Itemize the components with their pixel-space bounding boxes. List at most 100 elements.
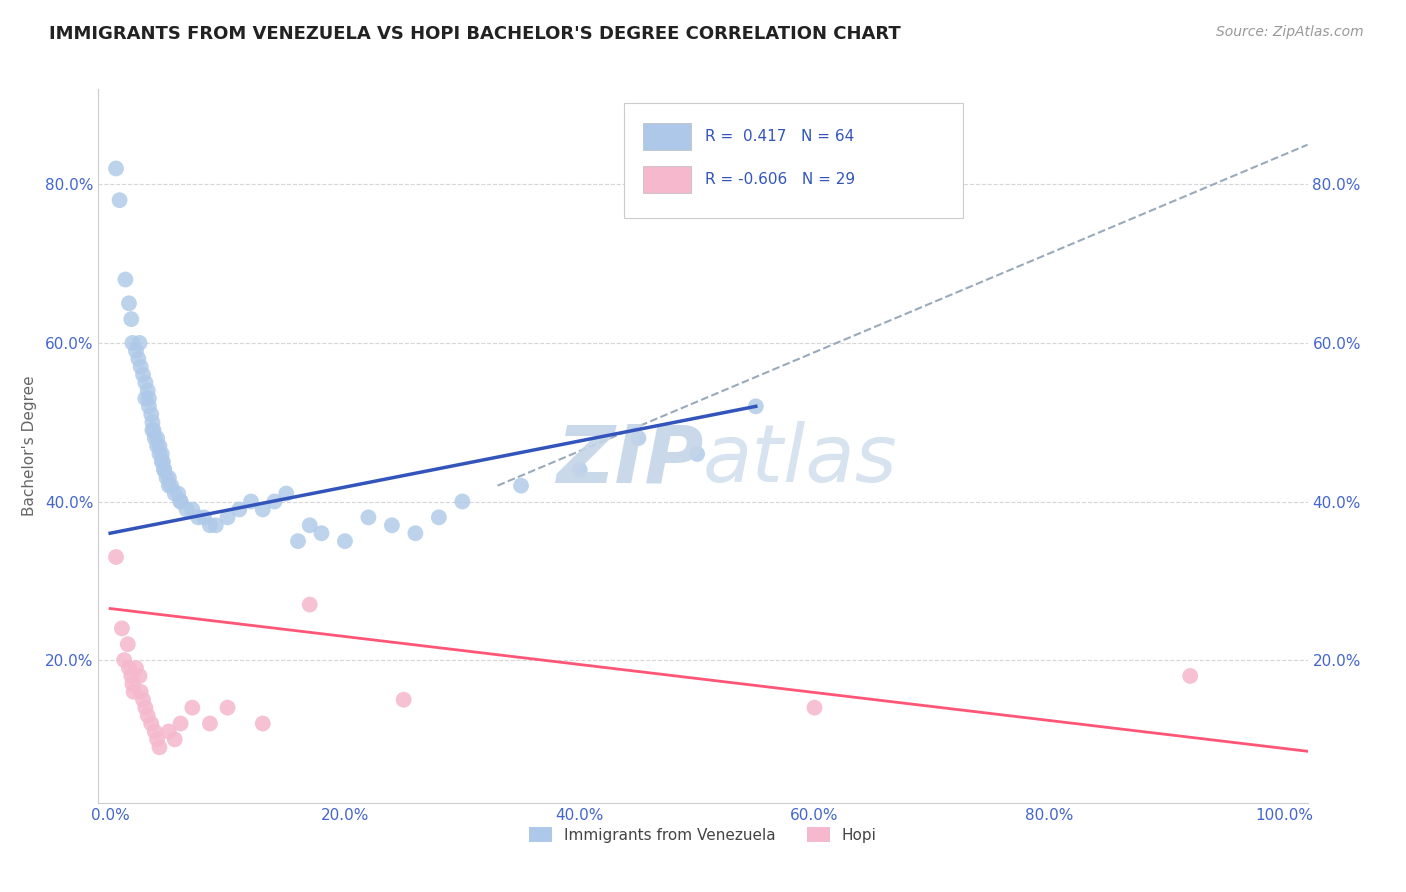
Point xyxy=(228,502,250,516)
Point xyxy=(142,423,165,437)
Point xyxy=(148,439,170,453)
Point xyxy=(1180,669,1202,683)
FancyBboxPatch shape xyxy=(624,103,963,218)
Point xyxy=(169,494,191,508)
Point xyxy=(111,621,134,635)
Point xyxy=(155,471,177,485)
Point xyxy=(146,732,169,747)
Point xyxy=(153,463,176,477)
Point xyxy=(127,351,149,366)
Point xyxy=(311,526,333,541)
Point xyxy=(181,502,204,516)
Point xyxy=(138,392,160,406)
Point xyxy=(121,677,143,691)
Point xyxy=(148,447,170,461)
Point xyxy=(125,343,148,358)
Point xyxy=(152,455,174,469)
Point xyxy=(157,478,180,492)
Point xyxy=(114,272,136,286)
Point xyxy=(263,494,285,508)
Text: R =  0.417   N = 64: R = 0.417 N = 64 xyxy=(706,128,855,144)
Point xyxy=(141,423,163,437)
Point xyxy=(141,415,163,429)
Point xyxy=(568,463,591,477)
Point xyxy=(217,700,239,714)
Point xyxy=(686,447,709,461)
Point xyxy=(120,669,142,683)
Point xyxy=(169,716,191,731)
Point xyxy=(451,494,474,508)
Point xyxy=(252,502,274,516)
Point xyxy=(146,431,169,445)
Point xyxy=(157,724,180,739)
Point xyxy=(160,478,183,492)
Point xyxy=(169,494,191,508)
Point xyxy=(157,471,180,485)
Point xyxy=(117,637,139,651)
Point xyxy=(148,740,170,755)
Point xyxy=(118,661,141,675)
Point xyxy=(427,510,450,524)
Point xyxy=(392,692,415,706)
Point xyxy=(252,716,274,731)
Point xyxy=(198,518,221,533)
Point xyxy=(108,193,131,207)
Point xyxy=(141,407,163,421)
Point xyxy=(276,486,298,500)
Point xyxy=(198,716,221,731)
Point xyxy=(163,732,186,747)
Point xyxy=(181,700,204,714)
Point xyxy=(187,510,209,524)
Point xyxy=(745,400,768,414)
Point xyxy=(118,296,141,310)
Point xyxy=(105,549,128,564)
Point xyxy=(153,463,176,477)
Point xyxy=(141,716,163,731)
Point xyxy=(298,518,321,533)
Point xyxy=(129,685,152,699)
Point xyxy=(240,494,263,508)
Text: IMMIGRANTS FROM VENEZUELA VS HOPI BACHELOR'S DEGREE CORRELATION CHART: IMMIGRANTS FROM VENEZUELA VS HOPI BACHEL… xyxy=(49,25,901,43)
Point xyxy=(128,669,150,683)
Y-axis label: Bachelor's Degree: Bachelor's Degree xyxy=(21,376,37,516)
Text: ZIP: ZIP xyxy=(555,421,703,500)
FancyBboxPatch shape xyxy=(643,123,690,150)
Point xyxy=(138,400,160,414)
Point xyxy=(143,431,166,445)
Point xyxy=(128,335,150,350)
Point xyxy=(204,518,226,533)
Point xyxy=(134,392,156,406)
Point xyxy=(404,526,426,541)
Point xyxy=(381,518,404,533)
Point xyxy=(132,692,155,706)
Point xyxy=(112,653,135,667)
Point xyxy=(193,510,215,524)
Point xyxy=(217,510,239,524)
Legend: Immigrants from Venezuela, Hopi: Immigrants from Venezuela, Hopi xyxy=(523,821,883,848)
Point xyxy=(136,708,159,723)
Point xyxy=(143,724,166,739)
Point xyxy=(357,510,380,524)
Point xyxy=(136,384,159,398)
Point xyxy=(105,161,128,176)
Point xyxy=(510,478,533,492)
Text: R = -0.606   N = 29: R = -0.606 N = 29 xyxy=(706,171,855,186)
Text: Source: ZipAtlas.com: Source: ZipAtlas.com xyxy=(1216,25,1364,39)
Point xyxy=(167,486,190,500)
Point xyxy=(627,431,650,445)
Point xyxy=(287,534,309,549)
Point xyxy=(163,486,186,500)
Point xyxy=(125,661,148,675)
Text: atlas: atlas xyxy=(703,421,898,500)
Point xyxy=(122,685,145,699)
Point xyxy=(146,439,169,453)
Point xyxy=(298,598,321,612)
Point xyxy=(134,376,156,390)
Point xyxy=(121,335,143,350)
Point xyxy=(120,312,142,326)
Point xyxy=(333,534,356,549)
Point xyxy=(132,368,155,382)
Point xyxy=(129,359,152,374)
Point xyxy=(176,502,198,516)
Point xyxy=(150,447,173,461)
